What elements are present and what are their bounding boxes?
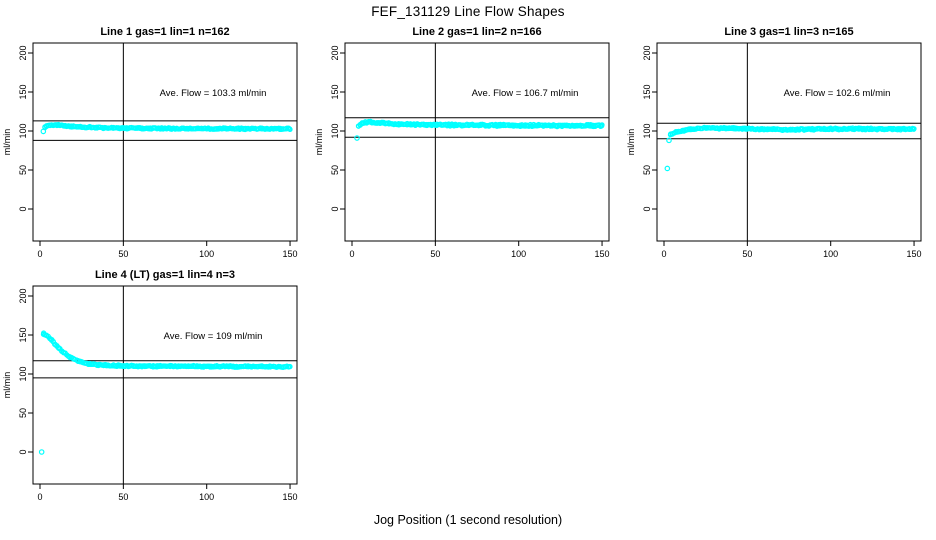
subplot-svg: Line 2 gas=1 lin=2 n=166 0 50 100 150 200 0 50 1…	[314, 26, 610, 259]
outlier-point	[666, 137, 672, 144]
y-tick-label: 200	[642, 45, 652, 60]
y-tick-label: 150	[18, 84, 28, 99]
outlier-point	[354, 135, 360, 141]
y-tick-label: 100	[18, 123, 28, 138]
y-tick-label: 200	[18, 45, 28, 60]
x-tick-label: 50	[430, 249, 440, 259]
x-tick-label: 50	[118, 492, 128, 502]
plot-box	[32, 42, 298, 242]
x-tick-label: 50	[118, 249, 128, 259]
y-tick-label: 200	[330, 45, 340, 60]
ave-flow-annotation: Ave. Flow = 102.6 ml/min	[784, 88, 891, 99]
ave-flow-annotation: Ave. Flow = 106.7 ml/min	[472, 88, 579, 99]
subplot-svg: Line 3 gas=1 lin=3 n=165 0 50 100 150 200 0 50 1…	[626, 26, 922, 259]
y-tick-label: 0	[642, 206, 652, 211]
outlier-point	[664, 165, 671, 172]
y-tick-label: 0	[18, 449, 28, 454]
subplot-line3: Line 3 gas=1 lin=3 n=165 0 50 100 150 200 0 50 1…	[624, 23, 936, 271]
y-tick-label: 0	[18, 206, 28, 211]
subplot-svg: Line 4 (LT) gas=1 lin=4 n=3 0 50 100 150 200 0…	[2, 269, 298, 502]
y-tick-label: 200	[18, 288, 28, 303]
plot-box	[344, 42, 610, 242]
x-tick-label: 0	[349, 249, 354, 259]
data-point	[599, 122, 605, 128]
x-tick-label: 100	[199, 249, 214, 259]
y-tick-label: 100	[330, 123, 340, 138]
outlier-point	[38, 449, 45, 455]
ave-flow-annotation: Ave. Flow = 103.3 ml/min	[160, 88, 267, 99]
subplot-svg: Line 1 gas=1 lin=1 n=162 0 50 100 150 200 0 50 1…	[2, 26, 298, 259]
y-tick-label: 50	[642, 165, 652, 175]
subplot-title: Line 3 gas=1 lin=3 n=165	[724, 26, 853, 38]
data-points	[38, 330, 293, 455]
ave-flow-annotation: Ave. Flow = 109 ml/min	[164, 331, 263, 342]
x-tick-label: 100	[511, 249, 526, 259]
subplot-title: Line 4 (LT) gas=1 lin=4 n=3	[95, 269, 235, 281]
plot-box	[656, 42, 922, 242]
x-tick-label: 0	[37, 492, 42, 502]
data-point	[287, 126, 293, 133]
x-tick-label: 150	[283, 492, 298, 502]
x-tick-label: 150	[595, 249, 610, 259]
y-axis-label: ml/min	[2, 129, 12, 156]
y-tick-label: 50	[18, 408, 28, 418]
outlier-point	[40, 128, 47, 135]
y-tick-label: 50	[18, 165, 28, 175]
x-tick-label: 0	[37, 249, 42, 259]
y-tick-label: 150	[18, 327, 28, 342]
y-tick-label: 100	[642, 123, 652, 138]
subplot-line4: Line 4 (LT) gas=1 lin=4 n=3 0 50 100 150 200 0…	[0, 266, 312, 514]
subplot-title: Line 2 gas=1 lin=2 n=166	[412, 26, 541, 38]
y-axis-label: ml/min	[2, 372, 12, 399]
subplot-line2: Line 2 gas=1 lin=2 n=166 0 50 100 150 200 0 50 1…	[312, 23, 624, 271]
data-points	[354, 118, 605, 141]
x-tick-label: 0	[661, 249, 666, 259]
x-tick-label: 150	[907, 249, 922, 259]
plot-box	[32, 285, 298, 485]
y-axis-label: ml/min	[626, 129, 636, 156]
y-tick-label: 50	[330, 165, 340, 175]
subplot-title: Line 1 gas=1 lin=1 n=162	[100, 26, 229, 38]
page-title: FEF_131129 Line Flow Shapes	[371, 4, 565, 19]
x-tick-label: 150	[283, 249, 298, 259]
data-point	[911, 126, 917, 132]
data-point	[287, 364, 293, 370]
y-tick-label: 0	[330, 206, 340, 211]
subplot-line1: Line 1 gas=1 lin=1 n=162 0 50 100 150 200 0 50 1…	[0, 23, 312, 271]
y-tick-label: 150	[330, 84, 340, 99]
y-axis-label: ml/min	[314, 129, 324, 156]
y-tick-label: 150	[642, 84, 652, 99]
y-tick-label: 100	[18, 366, 28, 381]
x-tick-label: 100	[199, 492, 214, 502]
x-axis-caption: Jog Position (1 second resolution)	[373, 513, 563, 527]
x-tick-label: 100	[823, 249, 838, 259]
x-tick-label: 50	[742, 249, 752, 259]
data-points	[664, 124, 917, 172]
data-points	[40, 121, 293, 135]
